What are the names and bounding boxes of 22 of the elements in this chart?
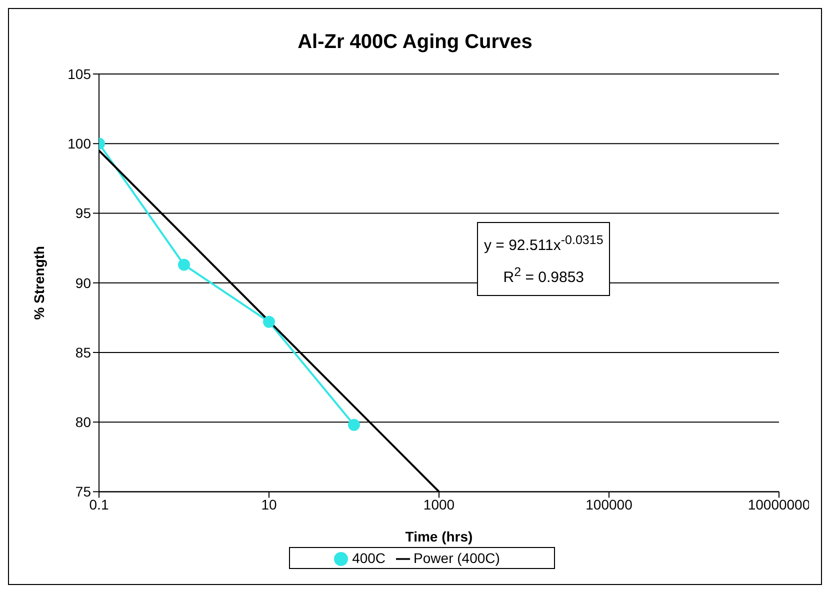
annotation: R$^{2}$ = 0.9853 [502,264,586,288]
point [348,418,360,431]
x-tick-label: 0.1 [89,496,109,513]
x-axis-title: Time (hrs) [405,528,473,545]
x-tick-label: 100000 [586,496,633,513]
chart-title: Al-Zr 400C Aging Curves [296,31,534,54]
y-tick-label: 100 [68,136,92,152]
y-tick-label: 95 [75,205,92,222]
y-tick-label: 85 [75,344,92,360]
x-tick-label: 10 [261,496,277,513]
annotation: y = 92.511x$^{-0.0315}$ [484,232,604,256]
x-tick-label: 1000 [423,496,455,513]
y-tick-label: 90 [75,274,92,291]
y-tick-label: 75 [75,484,92,500]
y-tick-label: 105 [68,66,92,82]
legend-label: 400C [352,550,386,566]
point [263,316,275,328]
y-tick-label: 80 [75,414,92,430]
legend-label: Power (400C) [414,550,500,566]
point [178,258,190,271]
equation-box: y = 92.511x$^{-0.0315}$ R$^{2}$ = 0.9853 [477,222,610,296]
y-axis-title: % Strength [30,246,47,320]
